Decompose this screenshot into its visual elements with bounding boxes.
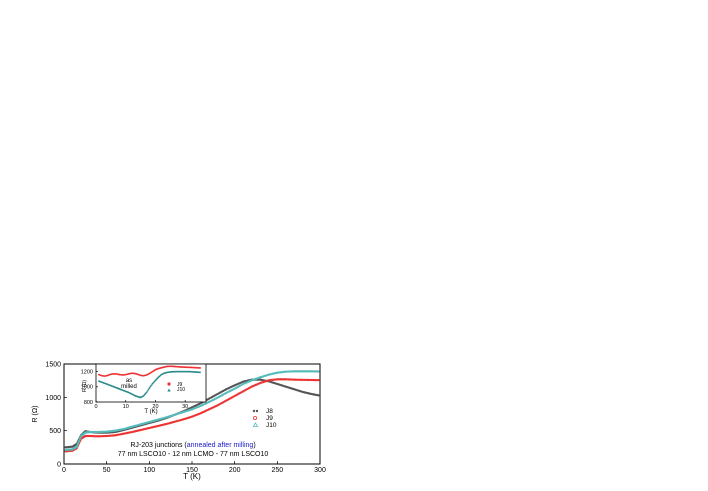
x-tick-label: 0 xyxy=(94,404,97,410)
data-point xyxy=(75,445,78,448)
y-tick-label: 1000 xyxy=(45,395,61,402)
inset-legend: J9 J10 xyxy=(167,382,185,393)
data-point xyxy=(147,388,150,391)
inset-plot: 0 10 20 30 800 1000 1200 T (K) R (Ω) as mille… xyxy=(81,363,207,415)
x-tick-label: 150 xyxy=(186,467,198,474)
y-tick-label: 0 xyxy=(57,461,61,468)
inset-legend-marker-j9 xyxy=(167,382,171,386)
y-tick-label: 800 xyxy=(84,400,93,406)
legend-marker-j10 xyxy=(252,422,259,427)
inset-legend-entry-j9: J9 xyxy=(167,382,183,388)
y-tick-label: 1200 xyxy=(81,370,93,376)
data-point xyxy=(79,436,82,439)
legend-label-j9: J9 xyxy=(266,415,273,422)
data-point xyxy=(317,378,320,382)
legend-marker-j8-b xyxy=(255,409,259,413)
legend-label-j10: J10 xyxy=(266,422,277,429)
annotation-prefix: RJ-203 junctions ( xyxy=(130,442,187,449)
x-tick-label: 0 xyxy=(62,467,66,474)
annotation-highlight: annealed after milling xyxy=(187,442,254,449)
series-j9 xyxy=(98,365,201,378)
main-x-axis-label: T (K) xyxy=(183,472,201,481)
data-point xyxy=(199,371,201,374)
x-tick-label: 20 xyxy=(152,404,158,410)
x-tick-label: 50 xyxy=(103,467,111,474)
x-tick-label: 10 xyxy=(123,404,129,410)
data-point xyxy=(317,394,320,397)
data-point xyxy=(148,387,151,389)
legend-label-j8: J8 xyxy=(266,408,273,415)
main-annotation-line1: RJ-203 junctions (annealed after milling… xyxy=(130,442,255,449)
x-tick-label: 200 xyxy=(229,467,241,474)
legend-entry-j9: J9 xyxy=(252,415,273,422)
inset-y-axis-label: R (Ω) xyxy=(82,380,88,392)
legend-marker-j8 xyxy=(252,409,256,413)
inset-legend-entry-j10: J10 xyxy=(167,387,185,393)
data-point xyxy=(77,441,80,445)
inset-annotation-line2: milled xyxy=(121,384,137,390)
data-point xyxy=(76,443,79,447)
main-y-axis: 0 500 1000 1500 xyxy=(45,361,67,468)
data-point xyxy=(317,370,320,373)
data-point xyxy=(199,367,201,369)
y-tick-label: 1000 xyxy=(81,385,93,391)
x-tick-label: 100 xyxy=(143,467,155,474)
legend-entry-j10: J10 xyxy=(252,422,277,429)
series-j10 xyxy=(98,370,201,399)
main-legend: J8 J9 J10 xyxy=(252,408,277,429)
data-point xyxy=(146,390,149,392)
inset-legend-label-j9: J9 xyxy=(177,382,183,388)
inset-plot-frame xyxy=(95,363,207,403)
inset-x-axis-label: T (K) xyxy=(144,409,157,415)
data-point xyxy=(77,440,81,443)
x-tick-label: 300 xyxy=(314,467,326,474)
main-annotation-line2: 77 nm LSCO10 - 12 nm LCMO - 77 nm LSCO10 xyxy=(118,451,269,458)
data-point xyxy=(145,391,148,394)
main-x-axis: 0 50 100 150 200 250 300 xyxy=(62,461,326,474)
inset-series-group xyxy=(98,365,201,399)
data-point xyxy=(78,438,81,441)
y-tick-label: 500 xyxy=(49,428,61,435)
y-tick-label: 1500 xyxy=(45,361,61,368)
legend-marker-j9 xyxy=(252,415,257,420)
inset-annotation-line1: as xyxy=(126,378,132,384)
series-j10 xyxy=(64,370,320,452)
data-point xyxy=(150,384,153,387)
data-point xyxy=(149,385,152,388)
main-y-axis-label: R (Ω) xyxy=(32,406,39,423)
inset-legend-marker-j10 xyxy=(167,388,171,392)
inset-legend-label-j10: J10 xyxy=(177,387,185,393)
main-series-group xyxy=(64,370,320,453)
annotation-suffix: ) xyxy=(253,442,255,449)
x-tick-label: 30 xyxy=(182,404,188,410)
x-tick-label: 250 xyxy=(271,467,283,474)
inset-y-axis: 800 1000 1200 xyxy=(81,370,98,406)
legend-entry-j8: J8 xyxy=(252,408,273,415)
